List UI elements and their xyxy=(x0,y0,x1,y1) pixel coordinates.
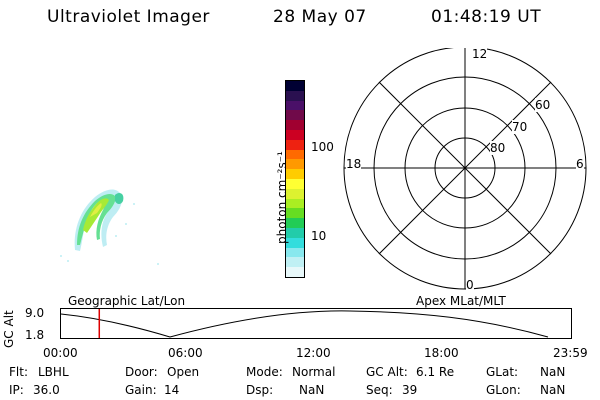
colorbar-segment xyxy=(286,178,304,189)
mlt-label-18: 18 xyxy=(346,157,362,171)
colorbar-segment xyxy=(286,227,304,238)
status-door-label: Door: xyxy=(125,365,158,379)
status-gain-label: Gain: xyxy=(125,383,157,397)
status-gcalt-value: 6.1 Re xyxy=(416,365,455,379)
colorbar-segment xyxy=(286,149,304,160)
lat-label-70: 70 xyxy=(512,120,528,134)
status-flt-value: LBHL xyxy=(38,365,69,379)
mlt-label-12: 12 xyxy=(472,47,488,61)
status-glon-label: GLon: xyxy=(486,383,521,397)
status-flt-label: Flt: xyxy=(9,365,28,379)
status-gain-value: 14 xyxy=(164,383,180,397)
mlt-label-6: 6 xyxy=(576,157,584,171)
status-glat-label: GLat: xyxy=(486,365,519,379)
status-gcalt-label: GC Alt: xyxy=(366,365,408,379)
colorbar-segment xyxy=(286,100,304,111)
colorbar-segment xyxy=(286,139,304,150)
orbit-ytick-low: 1.8 xyxy=(25,328,45,342)
status-mode-label: Mode: xyxy=(246,365,283,379)
mlt-label-0: 0 xyxy=(466,278,474,292)
colorbar-segment xyxy=(286,188,304,199)
lat-label-80: 80 xyxy=(490,141,506,155)
polar-grid xyxy=(343,48,587,290)
colorbar-segment xyxy=(286,257,304,268)
orbit-xtick-2359: 23:59 xyxy=(553,346,588,360)
orbit-plot xyxy=(60,308,572,339)
colorbar-segment xyxy=(286,208,304,219)
orbit-right-title: Apex MLat/MLT xyxy=(416,294,506,308)
lat-label-60: 60 xyxy=(535,98,551,112)
status-dsp-label: Dsp: xyxy=(246,383,274,397)
aurora-image xyxy=(60,189,159,265)
orbit-ylabel: GC Alt xyxy=(2,310,16,348)
status-glon-value: NaN xyxy=(540,383,566,397)
colorbar-segment xyxy=(286,169,304,179)
status-seq-value: 39 xyxy=(402,383,418,397)
colorbar-unit-label: photon cm⁻²s⁻¹ xyxy=(275,151,289,244)
app-title: Ultraviolet Imager xyxy=(47,7,210,27)
colorbar-segment xyxy=(286,90,304,101)
status-dsp-value: NaN xyxy=(299,383,325,397)
status-ip-value: 36.0 xyxy=(33,383,60,397)
time-label: 01:48:19 UT xyxy=(431,7,542,27)
orbit-left-title: Geographic Lat/Lon xyxy=(68,294,186,308)
orbit-xtick-1200: 12:00 xyxy=(296,346,331,360)
date-label: 28 May 07 xyxy=(273,7,367,27)
colorbar-segment xyxy=(286,81,304,91)
orbit-xtick-0000: 00:00 xyxy=(43,346,78,360)
status-mode-value: Normal xyxy=(292,365,336,379)
colorbar-segment xyxy=(286,267,304,277)
status-ip-label: IP: xyxy=(9,383,24,397)
colorbar xyxy=(285,80,305,278)
colorbar-tick-10: 10 xyxy=(311,229,327,243)
orbit-ytick-high: 9.0 xyxy=(25,306,45,320)
colorbar-segment xyxy=(286,247,304,258)
colorbar-segment xyxy=(286,237,304,248)
colorbar-tick-100: 100 xyxy=(311,140,334,154)
colorbar-segment xyxy=(286,120,304,130)
status-glat-value: NaN xyxy=(540,365,566,379)
colorbar-segment xyxy=(286,110,304,121)
status-seq-label: Seq: xyxy=(366,383,393,397)
colorbar-segment xyxy=(286,218,304,228)
colorbar-segment xyxy=(286,159,304,170)
orbit-xtick-0600: 06:00 xyxy=(168,346,203,360)
colorbar-segment xyxy=(286,129,304,140)
orbit-xtick-1800: 18:00 xyxy=(424,346,459,360)
status-door-value: Open xyxy=(167,365,200,379)
colorbar-segment xyxy=(286,198,304,209)
